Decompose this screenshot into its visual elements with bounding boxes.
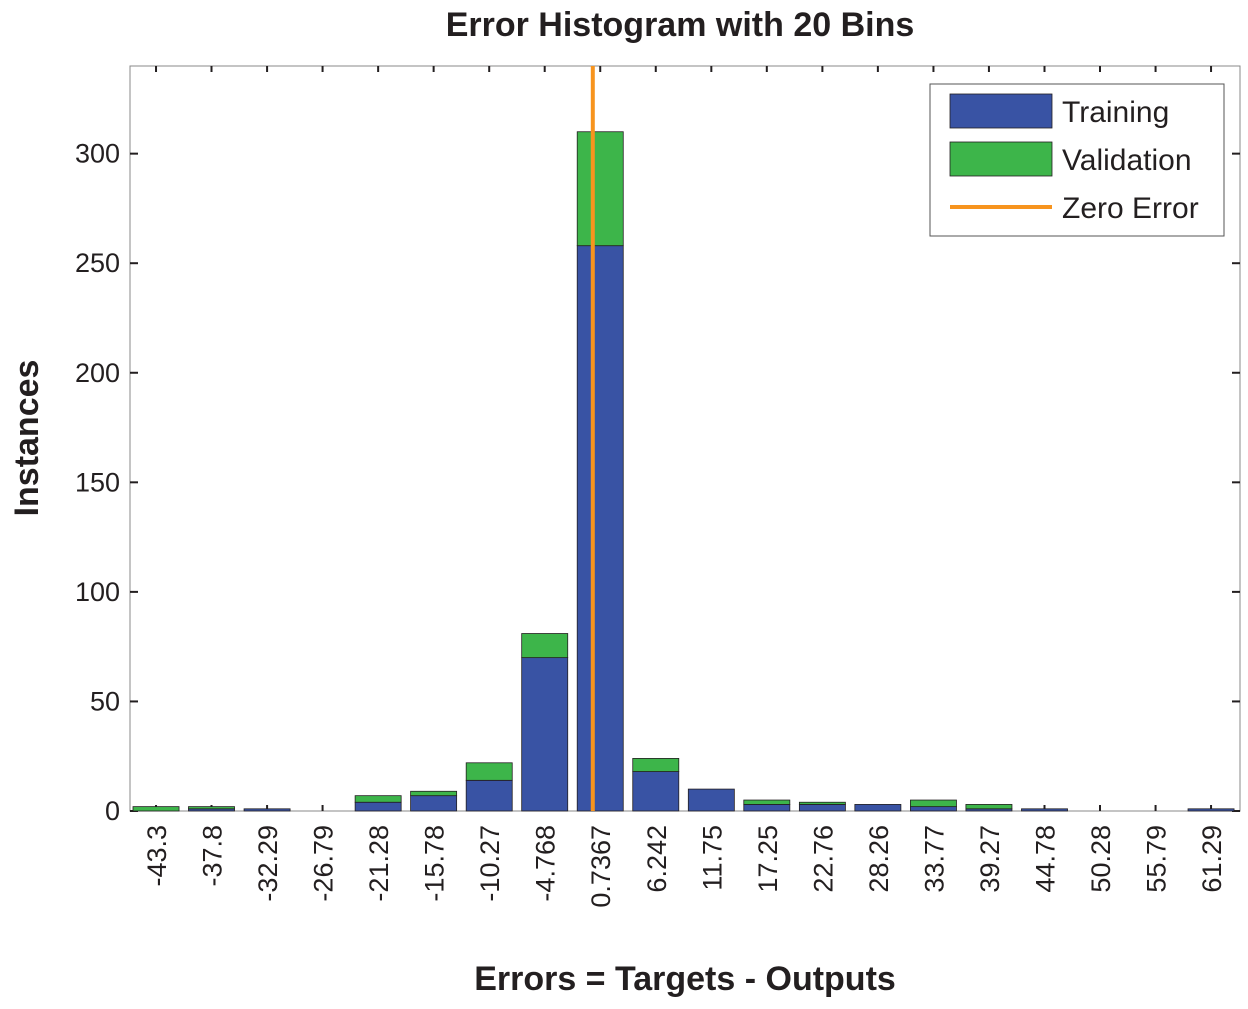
bar	[687, 788, 735, 812]
bar	[632, 771, 680, 812]
x-tick-label: 6.242	[642, 825, 672, 893]
y-tick-label: 200	[75, 358, 120, 388]
bar	[798, 801, 846, 805]
x-tick-label: -10.27	[475, 825, 505, 902]
bar	[910, 806, 957, 812]
legend-label: Training	[1062, 96, 1169, 129]
x-tick-label: -32.29	[253, 825, 283, 902]
x-tick-label: -4.768	[531, 825, 561, 902]
x-tick-label: 0.7367	[586, 825, 616, 908]
x-tick-label: 61.29	[1197, 825, 1227, 893]
bar	[132, 806, 180, 812]
bar	[632, 758, 680, 772]
bar	[410, 795, 458, 812]
x-tick-label: -37.8	[198, 825, 228, 887]
bar	[743, 804, 791, 812]
x-tick-label: 11.75	[697, 825, 727, 891]
y-tick-label: 300	[75, 139, 120, 169]
x-tick-label: 17.25	[753, 825, 783, 893]
legend-label: Validation	[1062, 144, 1192, 177]
bar	[965, 804, 1013, 810]
x-tick-label: -21.28	[364, 825, 394, 902]
bar	[354, 801, 402, 812]
y-tick-label: 150	[75, 467, 120, 497]
x-tick-label: 22.76	[808, 825, 838, 893]
y-tick-label: 100	[75, 577, 120, 607]
bar	[354, 795, 402, 803]
x-tick-label: 55.79	[1142, 825, 1172, 893]
legend-swatch	[949, 93, 1053, 129]
x-tick-label: 39.27	[975, 825, 1005, 893]
bar	[465, 762, 513, 781]
bar	[521, 633, 569, 659]
bar	[521, 657, 569, 812]
x-tick-label: 44.78	[1031, 825, 1061, 893]
x-tick-label: 50.28	[1086, 825, 1116, 893]
x-tick-label: 28.26	[864, 825, 894, 893]
bar	[410, 790, 458, 797]
bar	[1187, 808, 1235, 812]
y-tick-label: 250	[75, 248, 120, 278]
bar	[465, 779, 513, 812]
y-tick-label: 50	[90, 686, 120, 716]
bar	[576, 131, 624, 247]
y-tick-label: 0	[105, 796, 120, 826]
x-tick-label: -15.78	[420, 825, 450, 902]
bar	[243, 808, 291, 812]
x-tick-label: 33.77	[919, 825, 949, 893]
bar	[576, 245, 624, 812]
x-tick-label: -26.79	[309, 825, 339, 902]
y-axis-label: Instances	[8, 360, 46, 517]
x-axis-label: Errors = Targets - Outputs	[474, 960, 896, 998]
legend-label: Zero Error	[1062, 192, 1199, 225]
chart-title: Error Histogram with 20 Bins	[446, 6, 915, 44]
bar	[910, 799, 957, 808]
bar	[743, 799, 791, 805]
bar	[798, 804, 846, 812]
bar	[1021, 808, 1068, 812]
legend-swatch	[949, 141, 1053, 177]
x-tick-label: -43.3	[142, 825, 172, 887]
bar	[854, 804, 902, 812]
bar	[188, 806, 235, 810]
